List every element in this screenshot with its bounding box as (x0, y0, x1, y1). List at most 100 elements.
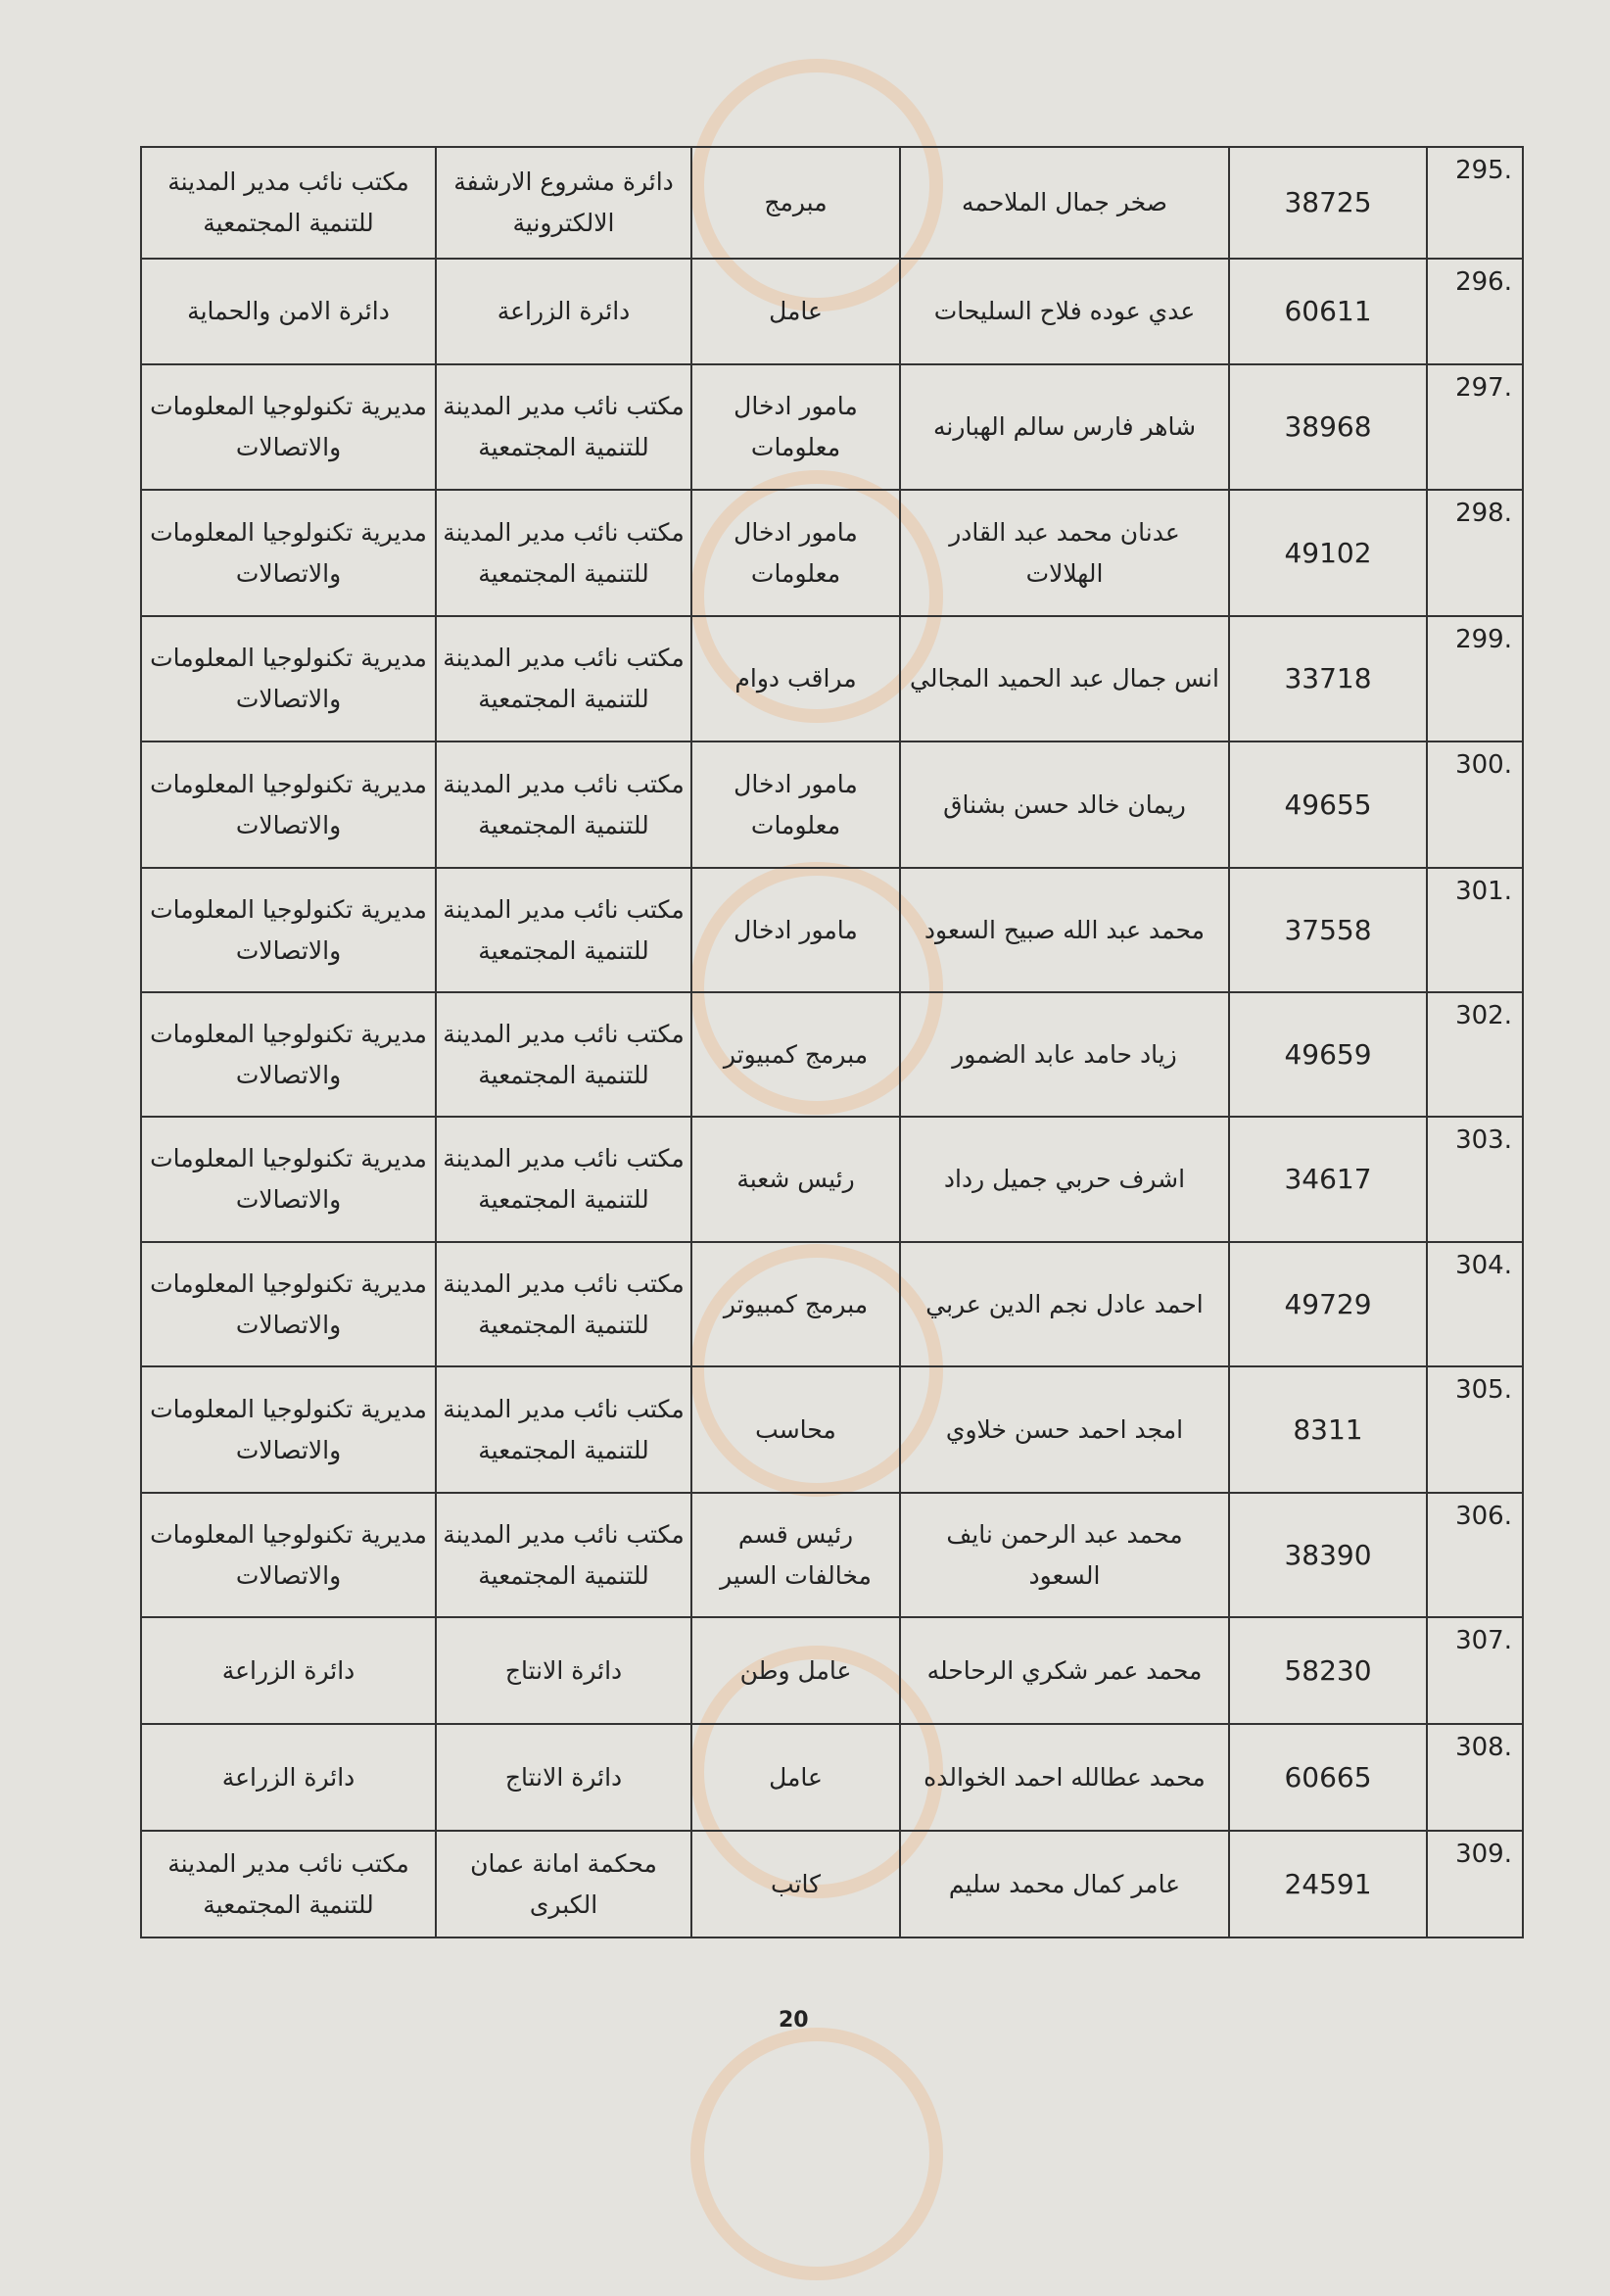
cell-job: عامل (690, 258, 901, 365)
cell-index: .305 (1426, 1365, 1524, 1494)
employee-table: .295 38725 صخر جمال الملاحمه مبرمج دائرة مشر… (140, 146, 1524, 1938)
cell-name: شاهر فارس سالم الهبارنه (899, 363, 1230, 491)
cell-index: .304 (1426, 1241, 1524, 1367)
cell-id: 49102 (1228, 489, 1428, 617)
cell-dept: مكتب نائب مدير المدينة للتنمية المجتمعية (435, 363, 692, 491)
cell-job: رئيس شعبة (690, 1116, 901, 1243)
cell-directorate: دائرة الامن والحماية (140, 258, 437, 365)
cell-dept: دائرة الزراعة (435, 258, 692, 365)
cell-id: 24591 (1228, 1830, 1428, 1938)
cell-name: محمد عبد الله صبيح السعود (899, 867, 1230, 993)
cell-id: 38390 (1228, 1492, 1428, 1618)
cell-dept: مكتب نائب مدير المدينة للتنمية المجتمعية (435, 741, 692, 869)
cell-name: عدنان محمد عبد القادر الهلالات (899, 489, 1230, 617)
cell-directorate: مديرية تكنولوجيا المعلومات والاتصالات (140, 1492, 437, 1618)
cell-dept: محكمة امانة عمان الكبرى (435, 1830, 692, 1938)
table-row: .305 8311 امجد احمد حسن خلاوي محاسب مكتب نائ… (140, 1365, 1524, 1494)
cell-index: .298 (1426, 489, 1524, 617)
cell-index: .295 (1426, 146, 1524, 260)
cell-directorate: مكتب نائب مدير المدينة للتنمية المجتمعية (140, 146, 437, 260)
table-row: .309 24591 عامر كمال محمد سليم كاتب محكمة ام… (140, 1830, 1524, 1938)
cell-name: ريمان خالد حسن بشناق (899, 741, 1230, 869)
cell-job: عامل وطن (690, 1616, 901, 1725)
cell-job: رئيس قسم مخالفات السير (690, 1492, 901, 1618)
cell-job: مامور ادخال معلومات (690, 489, 901, 617)
cell-job: مامور ادخال معلومات (690, 363, 901, 491)
table-row: .307 58230 محمد عمر شكري الرحاحله عامل وطن د… (140, 1616, 1524, 1725)
cell-id: 33718 (1228, 615, 1428, 742)
cell-directorate: دائرة الزراعة (140, 1616, 437, 1725)
cell-directorate: مكتب نائب مدير المدينة للتنمية المجتمعية (140, 1830, 437, 1938)
page-number: 20 (779, 2008, 809, 2033)
cell-index: .299 (1426, 615, 1524, 742)
cell-job: مراقب دوام (690, 615, 901, 742)
cell-index: .296 (1426, 258, 1524, 365)
cell-job: مبرمج (690, 146, 901, 260)
cell-job: عامل (690, 1723, 901, 1832)
cell-dept: مكتب نائب مدير المدينة للتنمية المجتمعية (435, 1492, 692, 1618)
cell-dept: دائرة مشروع الارشفة الالكترونية (435, 146, 692, 260)
cell-id: 49655 (1228, 741, 1428, 869)
cell-name: عدي عوده فلاح السليحات (899, 258, 1230, 365)
cell-name: زياد حامد عابد الضمور (899, 991, 1230, 1118)
cell-dept: مكتب نائب مدير المدينة للتنمية المجتمعية (435, 489, 692, 617)
cell-id: 8311 (1228, 1365, 1428, 1494)
cell-name: انس جمال عبد الحميد المجالي (899, 615, 1230, 742)
table-row: .303 34617 اشرف حربي جميل رداد رئيس شعبة مكت… (140, 1116, 1524, 1243)
cell-name: محمد عطالله احمد الخوالده (899, 1723, 1230, 1832)
cell-id: 49659 (1228, 991, 1428, 1118)
cell-directorate: مديرية تكنولوجيا المعلومات والاتصالات (140, 1241, 437, 1367)
cell-directorate: دائرة الزراعة (140, 1723, 437, 1832)
cell-dept: مكتب نائب مدير المدينة للتنمية المجتمعية (435, 1116, 692, 1243)
cell-job: مامور ادخال (690, 867, 901, 993)
cell-index: .297 (1426, 363, 1524, 491)
table-row: .300 49655 ريمان خالد حسن بشناق مامور ادخال… (140, 741, 1524, 869)
cell-index: .303 (1426, 1116, 1524, 1243)
cell-name: امجد احمد حسن خلاوي (899, 1365, 1230, 1494)
cell-index: .309 (1426, 1830, 1524, 1938)
cell-job: محاسب (690, 1365, 901, 1494)
cell-job: مبرمج كمبيوتر (690, 1241, 901, 1367)
cell-dept: مكتب نائب مدير المدينة للتنمية المجتمعية (435, 867, 692, 993)
cell-index: .307 (1426, 1616, 1524, 1725)
table-row: .308 60665 محمد عطالله احمد الخوالده عامل دا… (140, 1723, 1524, 1832)
cell-dept: مكتب نائب مدير المدينة للتنمية المجتمعية (435, 991, 692, 1118)
cell-index: .300 (1426, 741, 1524, 869)
cell-id: 60665 (1228, 1723, 1428, 1832)
cell-name: عامر كمال محمد سليم (899, 1830, 1230, 1938)
cell-index: .308 (1426, 1723, 1524, 1832)
table-row: .299 33718 انس جمال عبد الحميد المجالي مراق… (140, 615, 1524, 742)
cell-dept: مكتب نائب مدير المدينة للتنمية المجتمعية (435, 1365, 692, 1494)
cell-name: صخر جمال الملاحمه (899, 146, 1230, 260)
cell-directorate: مديرية تكنولوجيا المعلومات والاتصالات (140, 741, 437, 869)
watermark-clock (690, 2028, 943, 2280)
cell-job: مامور ادخال معلومات (690, 741, 901, 869)
cell-id: 49729 (1228, 1241, 1428, 1367)
cell-id: 38968 (1228, 363, 1428, 491)
cell-index: .302 (1426, 991, 1524, 1118)
table-row: .306 38390 محمد عبد الرحمن نايف السعود رئيس… (140, 1492, 1524, 1618)
cell-directorate: مديرية تكنولوجيا المعلومات والاتصالات (140, 1365, 437, 1494)
cell-index: .301 (1426, 867, 1524, 993)
cell-dept: دائرة الانتاج (435, 1616, 692, 1725)
cell-dept: دائرة الانتاج (435, 1723, 692, 1832)
cell-directorate: مديرية تكنولوجيا المعلومات والاتصالات (140, 1116, 437, 1243)
cell-index: .306 (1426, 1492, 1524, 1618)
cell-dept: مكتب نائب مدير المدينة للتنمية المجتمعية (435, 615, 692, 742)
cell-job: كاتب (690, 1830, 901, 1938)
cell-directorate: مديرية تكنولوجيا المعلومات والاتصالات (140, 615, 437, 742)
cell-name: محمد عبد الرحمن نايف السعود (899, 1492, 1230, 1618)
table-row: .298 49102 عدنان محمد عبد القادر الهلالات م… (140, 489, 1524, 617)
table-row: .295 38725 صخر جمال الملاحمه مبرمج دائرة مشر… (140, 146, 1524, 260)
cell-job: مبرمج كمبيوتر (690, 991, 901, 1118)
cell-id: 38725 (1228, 146, 1428, 260)
table-row: .296 60611 عدي عوده فلاح السليحات عامل دائرة… (140, 258, 1524, 365)
cell-directorate: مديرية تكنولوجيا المعلومات والاتصالات (140, 867, 437, 993)
cell-id: 37558 (1228, 867, 1428, 993)
cell-name: احمد عادل نجم الدين عربي (899, 1241, 1230, 1367)
cell-name: محمد عمر شكري الرحاحله (899, 1616, 1230, 1725)
cell-id: 60611 (1228, 258, 1428, 365)
cell-dept: مكتب نائب مدير المدينة للتنمية المجتمعية (435, 1241, 692, 1367)
table-row: .304 49729 احمد عادل نجم الدين عربي مبرمج ك… (140, 1241, 1524, 1367)
table-row: .302 49659 زياد حامد عابد الضمور مبرمج كمبي… (140, 991, 1524, 1118)
